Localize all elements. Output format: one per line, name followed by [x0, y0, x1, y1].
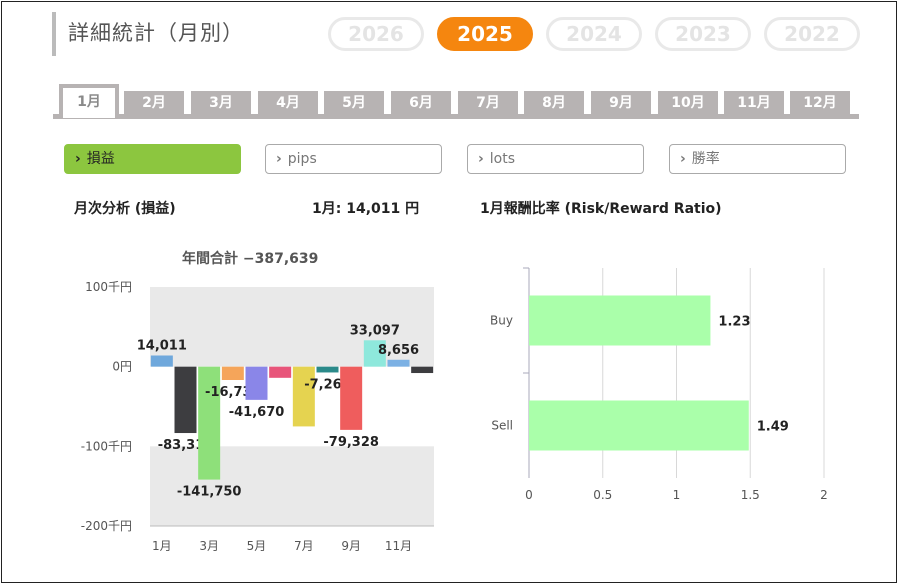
tab-month-1[interactable]: 1月: [59, 84, 119, 118]
year-2026-button[interactable]: 2026: [328, 17, 424, 51]
tab-month-8[interactable]: 8月: [524, 91, 584, 115]
filter-pips-button[interactable]: › pips: [265, 144, 442, 174]
x-tick-label: 1月: [152, 539, 172, 553]
bar: [316, 366, 339, 373]
month-tab-baseline: [53, 114, 859, 119]
tab-month-11[interactable]: 11月: [724, 91, 784, 115]
chevron-right-icon: ›: [75, 151, 81, 167]
year-2024-button[interactable]: 2024: [546, 17, 642, 51]
bar: [363, 340, 386, 367]
filter-label: 損益: [86, 151, 115, 167]
year-2023-button[interactable]: 2023: [655, 17, 751, 51]
data-label: 8,656: [378, 343, 419, 358]
x-tick-label: 0.5: [593, 488, 612, 502]
chevron-right-icon: ›: [478, 151, 484, 167]
tab-month-6[interactable]: 6月: [391, 91, 451, 115]
y-tick-label: -200千円: [81, 519, 132, 533]
data-label: 1.49: [757, 420, 789, 435]
tab-month-2[interactable]: 2月: [124, 91, 184, 115]
month-value: 1月: 14,011 円: [312, 201, 420, 217]
bar: [387, 359, 410, 367]
y-tick-label: 0円: [112, 360, 132, 374]
plot-band: [150, 287, 434, 367]
x-tick-label: 2: [820, 488, 828, 502]
filter-label: 勝率: [691, 151, 720, 167]
tab-month-7[interactable]: 7月: [458, 91, 518, 115]
page-title: 詳細統計（月別）: [52, 12, 244, 56]
bar: [529, 295, 711, 346]
risk-reward-chart: 0 0.5 1 1.5 2 1.23 Buy 1.49 Sell: [490, 267, 828, 502]
data-label: -79,328: [323, 435, 379, 450]
tab-month-10[interactable]: 10月: [658, 91, 718, 115]
data-label: 1.23: [718, 315, 750, 330]
x-tick-label: 1: [673, 488, 681, 502]
ratio-heading: 1月報酬比率 (Risk/Reward Ratio): [480, 201, 722, 217]
x-tick-label: 0: [525, 488, 533, 502]
year-2025-button[interactable]: 2025: [437, 17, 533, 51]
bar: [198, 366, 221, 480]
bar: [411, 366, 434, 374]
bar: [340, 366, 363, 430]
x-tick-label: 3月: [199, 539, 219, 553]
tab-month-4[interactable]: 4月: [258, 91, 318, 115]
filter-lots-button[interactable]: › lots: [467, 144, 644, 174]
bar: [245, 366, 268, 400]
monthly-pnl-chart: 100千円0円-100千円-200千円14,0111月-83,312-141,7…: [81, 280, 434, 553]
tab-month-9[interactable]: 9月: [591, 91, 651, 115]
data-label: -7,269: [304, 377, 351, 392]
data-label: 14,011: [137, 339, 187, 354]
plot-band: [150, 446, 434, 526]
filter-winrate-button[interactable]: › 勝率: [669, 144, 846, 174]
monthly-analysis-heading: 月次分析 (損益): [74, 201, 176, 217]
tab-month-3[interactable]: 3月: [191, 91, 251, 115]
bar: [269, 366, 292, 378]
filter-label: lots: [489, 151, 516, 167]
tab-month-5[interactable]: 5月: [324, 91, 384, 115]
data-label: 33,097: [350, 323, 400, 338]
bar: [221, 366, 244, 381]
month-tabs: 1月 2月 3月 4月 5月 6月 7月 8月 9月 10月 11月 12月: [53, 82, 859, 119]
y-tick-label: Buy: [490, 314, 513, 328]
tab-month-12[interactable]: 12月: [790, 91, 850, 115]
y-tick-label: Sell: [491, 419, 513, 433]
x-tick-label: 7月: [294, 539, 314, 553]
bar: [174, 366, 197, 434]
data-label: -41,670: [229, 405, 285, 420]
data-label: -141,750: [177, 485, 242, 500]
bar: [292, 366, 315, 427]
bar: [150, 355, 173, 367]
y-tick-label: -100千円: [81, 439, 132, 453]
chevron-right-icon: ›: [276, 151, 282, 167]
y-tick-label: 100千円: [85, 280, 132, 294]
plot-band: [150, 366, 434, 447]
annual-total: 年間合計 −387,639: [182, 251, 319, 267]
filter-profit-button[interactable]: › 損益: [64, 144, 241, 174]
x-tick-label: 11月: [385, 539, 412, 553]
filter-label: pips: [287, 151, 317, 167]
chevron-right-icon: ›: [680, 151, 686, 167]
x-tick-label: 5月: [247, 539, 267, 553]
x-tick-label: 9月: [341, 539, 361, 553]
year-2022-button[interactable]: 2022: [764, 17, 860, 51]
x-tick-label: 1.5: [741, 488, 760, 502]
bar: [529, 400, 749, 451]
